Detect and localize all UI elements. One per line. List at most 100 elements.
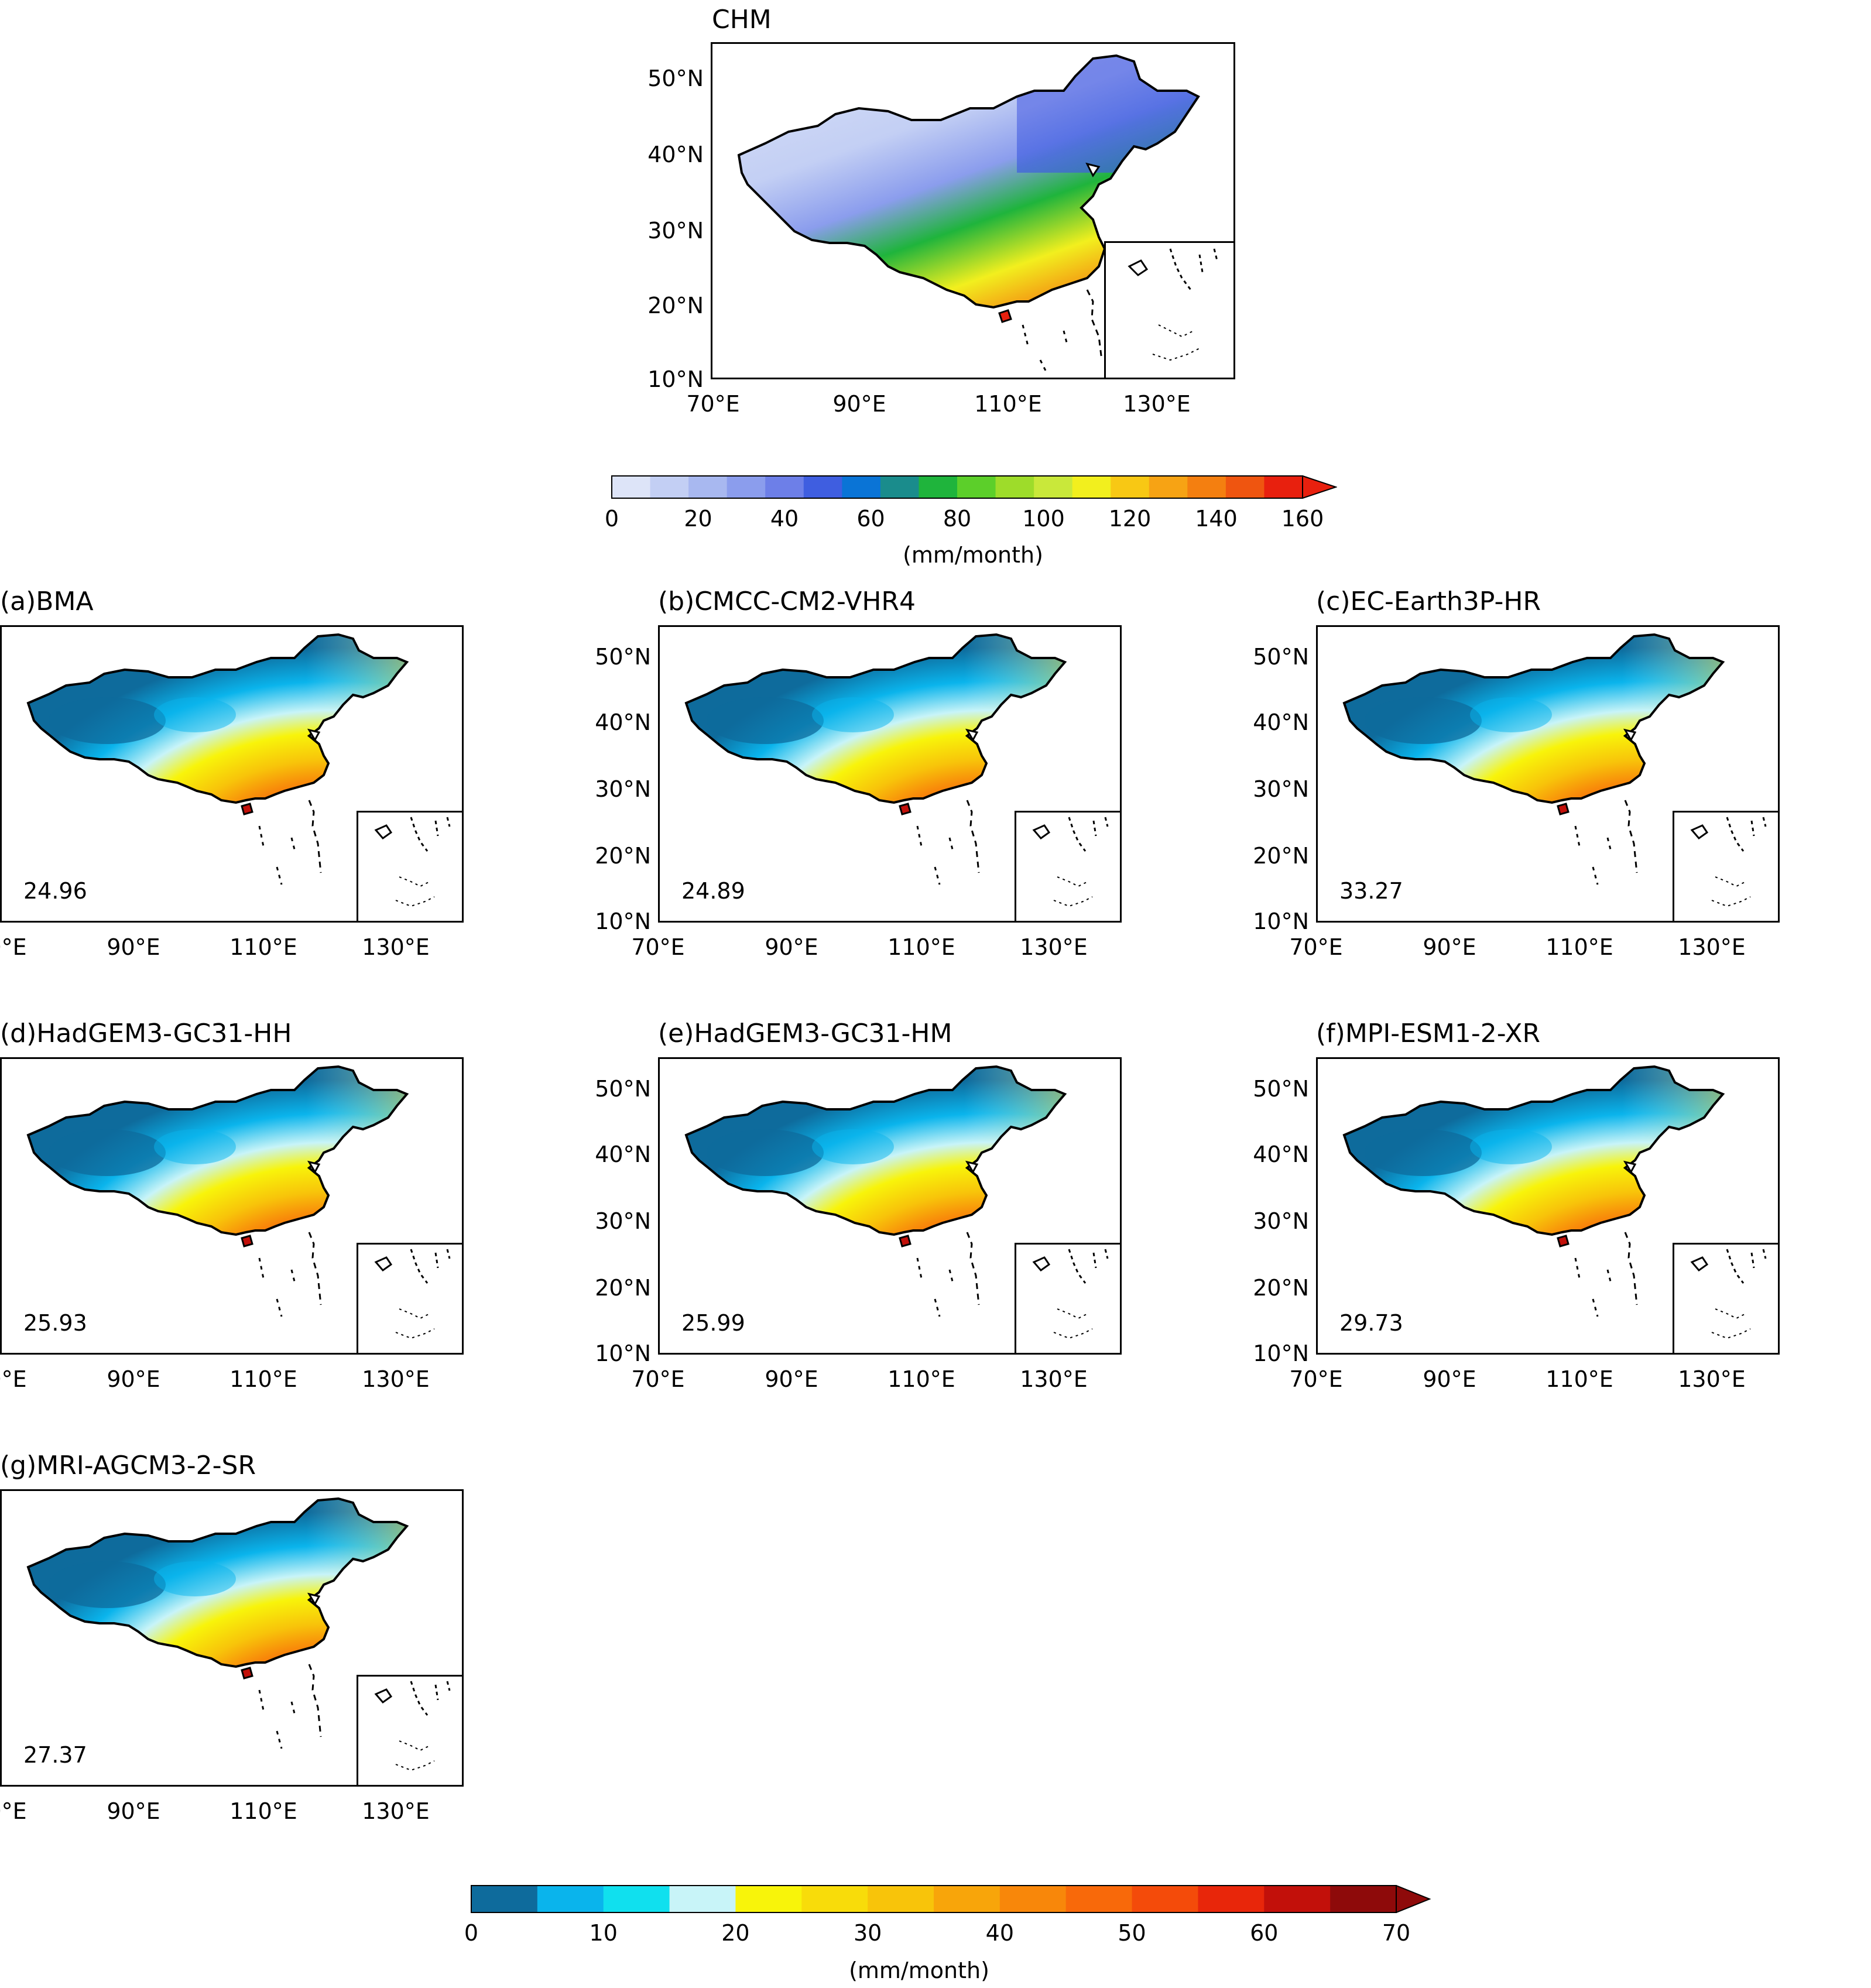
- lat-label: 30°N: [595, 776, 651, 802]
- panel-map: [0, 1057, 464, 1355]
- model-panel: (c)EC-Earth3P-HR 33.27 50°N 40°N 30°N 20°N 10°…: [1253, 585, 1871, 983]
- lon-label: 130°E: [362, 934, 430, 960]
- model-panel: (b)CMCC-CM2-VHR4 24.89 50°N 40°N 30°N 20°N 10°…: [595, 585, 1243, 983]
- south-china-sea-inset: [1015, 1243, 1120, 1353]
- lon-label: 130°E: [1020, 1366, 1088, 1392]
- top-colorbar-tick-label: 20: [684, 506, 712, 532]
- lat-label: 20°N: [595, 1275, 651, 1301]
- lat-label: 50°N: [1253, 644, 1309, 670]
- lat-label: 30°N: [1253, 776, 1309, 802]
- top-colorbar-tick-label: 0: [604, 506, 619, 532]
- top-colorbar-swatch: [803, 476, 842, 498]
- lon-label: 110°E: [1546, 1366, 1613, 1392]
- bottom-colorbar-unit: (mm/month): [849, 1958, 989, 1983]
- chm-map: [711, 42, 1235, 379]
- inset-canvas: [1690, 817, 1767, 907]
- top-colorbar-tick-label: 40: [770, 506, 799, 532]
- inset-canvas: [374, 1249, 451, 1339]
- panel-map-canvas: [27, 633, 408, 885]
- top-colorbar-swatch: [957, 476, 996, 498]
- chm-south-china-sea-inset: [1104, 241, 1233, 378]
- top-colorbar-frame: [611, 475, 1303, 499]
- bottom-colorbar-tick-label: 20: [721, 1920, 750, 1946]
- model-panel: (a)BMA24.9650°N40°N30°N20°N10°N70°E90°E1…: [0, 585, 585, 983]
- panel-title: (b)CMCC-CM2-VHR4: [658, 587, 916, 616]
- top-colorbar-tick-label: 160: [1281, 506, 1324, 532]
- panel-map-canvas: [685, 1065, 1066, 1317]
- top-colorbar-swatch: [995, 476, 1034, 498]
- bottom-colorbar-tick-label: 10: [589, 1920, 618, 1946]
- lat-label: 50°N: [595, 644, 651, 670]
- model-panel: (e)HadGEM3-GC31-HM 25.99 50°N 40°N 30°N 20°N 1…: [595, 1017, 1243, 1415]
- rmse-value: 25.99: [681, 1310, 745, 1336]
- rmse-value: 33.27: [1339, 878, 1403, 904]
- top-colorbar-swatch: [880, 476, 919, 498]
- lat-label: 20°N: [1253, 843, 1309, 869]
- chm-map-canvas: [738, 54, 1200, 372]
- bottom-colorbar: 0 10 20 30 40 50 60 70 (mm/month): [464, 1885, 1431, 1988]
- chm-lat-label: 10°N: [647, 366, 704, 392]
- lat-label: 10°N: [595, 909, 651, 934]
- lon-label: 110°E: [229, 1366, 297, 1392]
- top-colorbar-swatch: [1149, 476, 1188, 498]
- lon-label: 70°E: [0, 1798, 27, 1824]
- chm-lon-label: 90°E: [832, 391, 886, 417]
- bottom-colorbar-tick-label: 0: [464, 1920, 479, 1946]
- top-colorbar-swatch: [919, 476, 958, 498]
- chm-title: CHM: [712, 5, 772, 35]
- bottom-colorbar-frame: [471, 1885, 1397, 1913]
- panel-map: [1316, 625, 1780, 923]
- top-colorbar-swatch: [727, 476, 766, 498]
- panel-map: [1316, 1057, 1780, 1355]
- inset-canvas: [1032, 817, 1109, 907]
- rmse-value: 27.37: [23, 1742, 87, 1768]
- top-colorbar-swatch: [1111, 476, 1150, 498]
- top-colorbar-swatch: [688, 476, 728, 498]
- bottom-colorbar-swatch: [1065, 1886, 1133, 1912]
- lon-label: 90°E: [1423, 934, 1476, 960]
- top-colorbar-swatch: [650, 476, 689, 498]
- panel-map-canvas: [27, 1065, 408, 1317]
- top-colorbar-swatch: [612, 476, 651, 498]
- rmse-value: 24.89: [681, 878, 745, 904]
- top-colorbar-swatch: [1034, 476, 1073, 498]
- panel-title: (g)MRI-AGCM3-2-SR: [0, 1451, 256, 1480]
- lat-label: 40°N: [595, 709, 651, 735]
- bottom-colorbar-swatch: [603, 1886, 670, 1912]
- bottom-colorbar-tick-label: 50: [1118, 1920, 1146, 1946]
- top-colorbar-swatch: [842, 476, 881, 498]
- panel-title: (f)MPI-ESM1-2-XR: [1316, 1019, 1541, 1048]
- lat-label: 40°N: [1253, 709, 1309, 735]
- lat-label: 10°N: [1253, 909, 1309, 934]
- bottom-colorbar-tick-label: 30: [853, 1920, 882, 1946]
- bottom-colorbar-extend-arrow: [1396, 1885, 1431, 1913]
- lon-label: 70°E: [0, 934, 27, 960]
- chm-inset-canvas: [1128, 248, 1218, 361]
- rmse-value: 24.96: [23, 878, 87, 904]
- lon-label: 110°E: [1546, 934, 1613, 960]
- top-colorbar-tick-label: 140: [1195, 506, 1238, 532]
- lon-label: 70°E: [631, 934, 685, 960]
- inset-canvas: [1690, 1249, 1767, 1339]
- lon-label: 110°E: [887, 934, 955, 960]
- lat-label: 10°N: [595, 1341, 651, 1366]
- bottom-colorbar-swatch: [999, 1886, 1067, 1912]
- bottom-colorbar-swatch: [669, 1886, 736, 1912]
- south-china-sea-inset: [1673, 811, 1778, 921]
- south-china-sea-inset: [357, 1675, 462, 1785]
- bottom-colorbar-swatch: [537, 1886, 604, 1912]
- south-china-sea-inset: [357, 1243, 462, 1353]
- bottom-colorbar-swatches: [471, 1885, 1431, 1913]
- panel-map-canvas: [1343, 633, 1724, 885]
- lon-label: 70°E: [1289, 1366, 1343, 1392]
- panel-title: (d)HadGEM3-GC31-HH: [0, 1019, 292, 1048]
- rmse-value: 25.93: [23, 1310, 87, 1336]
- chm-lon-label: 110°E: [974, 391, 1042, 417]
- lon-label: 70°E: [0, 1366, 27, 1392]
- panel-map-canvas: [27, 1497, 408, 1749]
- top-colorbar-swatches: [611, 475, 1337, 499]
- top-colorbar-swatch: [1225, 476, 1265, 498]
- south-china-sea-inset: [1015, 811, 1120, 921]
- bottom-colorbar-swatch: [934, 1886, 1000, 1912]
- inset-canvas: [374, 1681, 451, 1771]
